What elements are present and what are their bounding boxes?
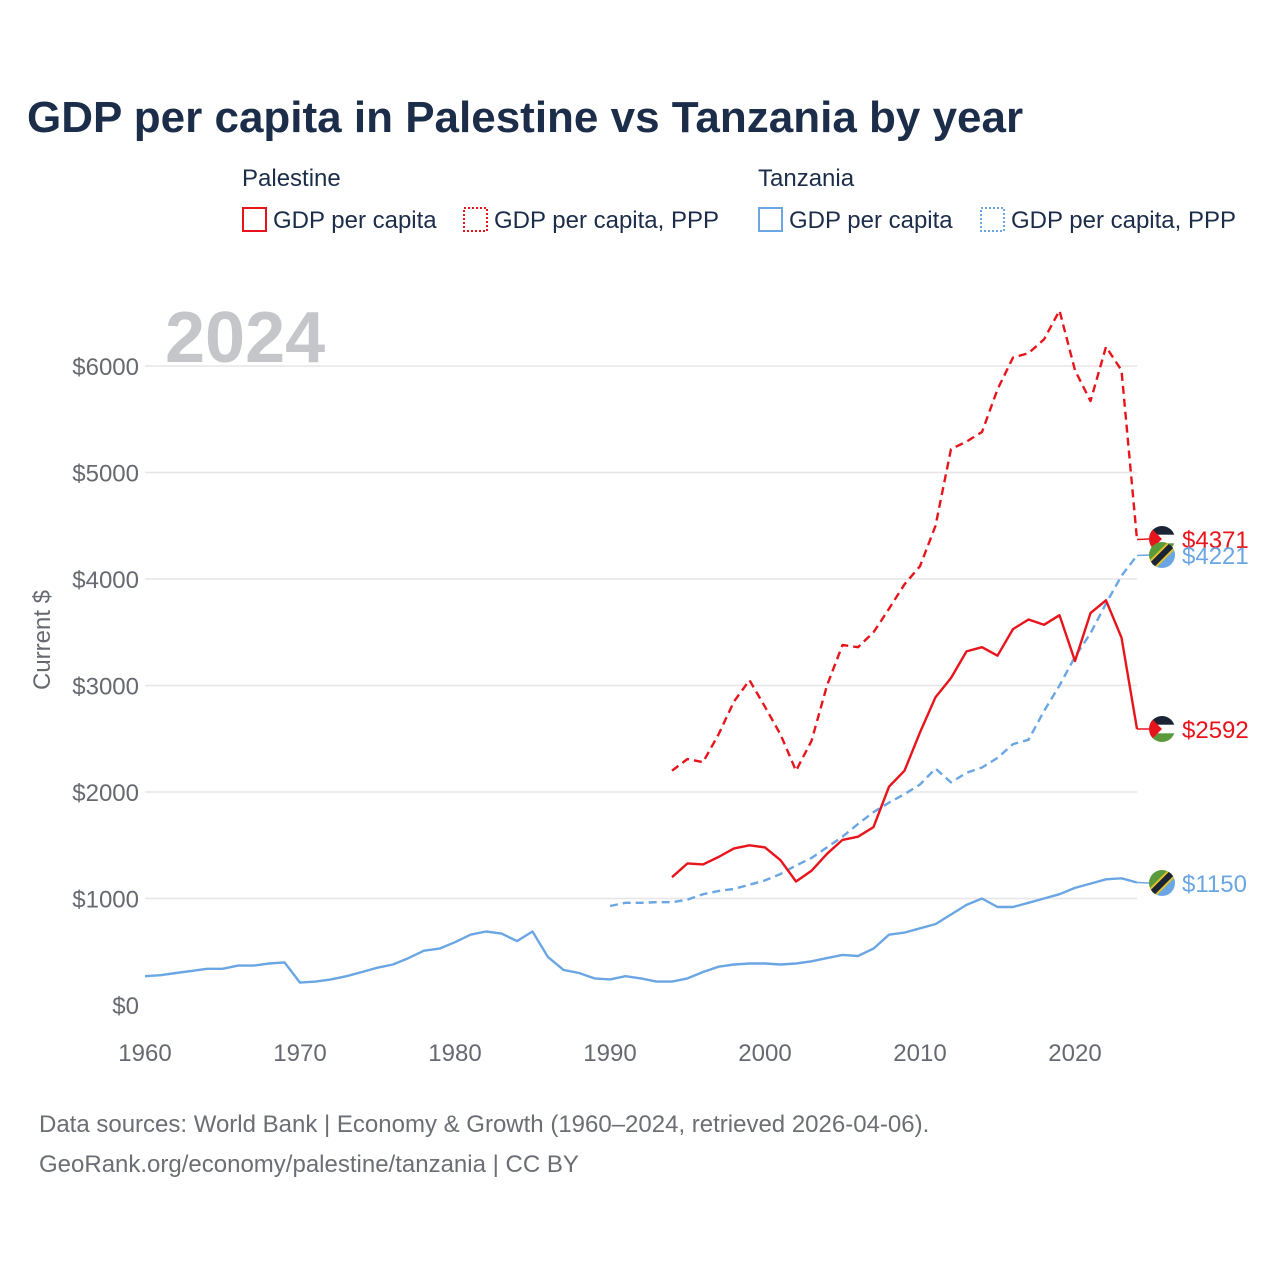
legend-label-palestine-ppp: GDP per capita, PPP [494, 207, 719, 234]
year-label: 2024 [165, 298, 325, 378]
legend-group-tanzania: Tanzania [758, 165, 855, 192]
legend-label-tanzania-gdp: GDP per capita [789, 207, 953, 234]
x-tick-label: 1980 [428, 1040, 481, 1067]
y-tick-label: $5000 [72, 461, 139, 488]
end-markers: $4371$4221 $2592 $1150 [1136, 526, 1249, 898]
legend-label-tanzania-ppp: GDP per capita, PPP [1011, 207, 1236, 234]
chart-title: GDP per capita in Palestine vs Tanzania … [27, 93, 1023, 142]
x-tick-label: 1970 [273, 1040, 326, 1067]
series-lines [144, 309, 1139, 984]
gridlines [145, 365, 1137, 900]
x-tick-label: 2010 [893, 1040, 946, 1067]
y-tick-label: $0 [112, 993, 139, 1020]
y-axis-label: Current $ [29, 590, 56, 690]
series-line-palestine-gdp-per-capita-ppp [671, 309, 1139, 772]
palestine-flag-icon [1149, 716, 1175, 742]
y-axis-ticks: $0 $1000 $2000 $3000 $4000 $5000 $6000 [72, 354, 139, 1020]
legend-swatch-tanzania-gdp [758, 207, 783, 232]
end-value-label: $4221 [1182, 543, 1249, 570]
x-tick-label: 1990 [583, 1040, 636, 1067]
legend-swatch-palestine-gdp [242, 207, 267, 232]
y-tick-label: $6000 [72, 354, 139, 381]
tanzania-flag-icon [1149, 870, 1175, 896]
legend-swatch-tanzania-ppp [980, 207, 1005, 232]
end-value-label: $2592 [1182, 717, 1249, 744]
end-value-label: $4371 [1182, 527, 1249, 554]
tanzania-flag-icon [1149, 542, 1175, 568]
series-line-tanzania-gdp-per-capita [144, 877, 1138, 984]
series-line-palestine-gdp-per-capita [671, 599, 1139, 883]
end-value-label: $1150 [1182, 871, 1247, 898]
y-tick-label: $3000 [72, 674, 139, 701]
source-line-1: Data sources: World Bank | Economy & Gro… [39, 1111, 929, 1138]
legend-swatch-palestine-ppp [463, 207, 488, 232]
x-axis-ticks: 1960 1970 1980 1990 2000 2010 2020 [118, 1040, 1101, 1067]
legend-label-palestine-gdp: GDP per capita [273, 207, 437, 234]
legend-group-palestine: Palestine [242, 165, 341, 192]
legend: Palestine GDP per capita GDP per capita,… [242, 165, 1236, 234]
y-tick-label: $4000 [72, 567, 139, 594]
x-tick-label: 2000 [738, 1040, 791, 1067]
y-tick-label: $2000 [72, 780, 139, 807]
x-tick-label: 2020 [1048, 1040, 1101, 1067]
source-line-2: GeoRank.org/economy/palestine/tanzania |… [39, 1151, 579, 1178]
x-tick-label: 1960 [118, 1040, 171, 1067]
y-tick-label: $1000 [72, 887, 139, 914]
series-line-tanzania-gdp-per-capita-ppp [609, 554, 1138, 908]
